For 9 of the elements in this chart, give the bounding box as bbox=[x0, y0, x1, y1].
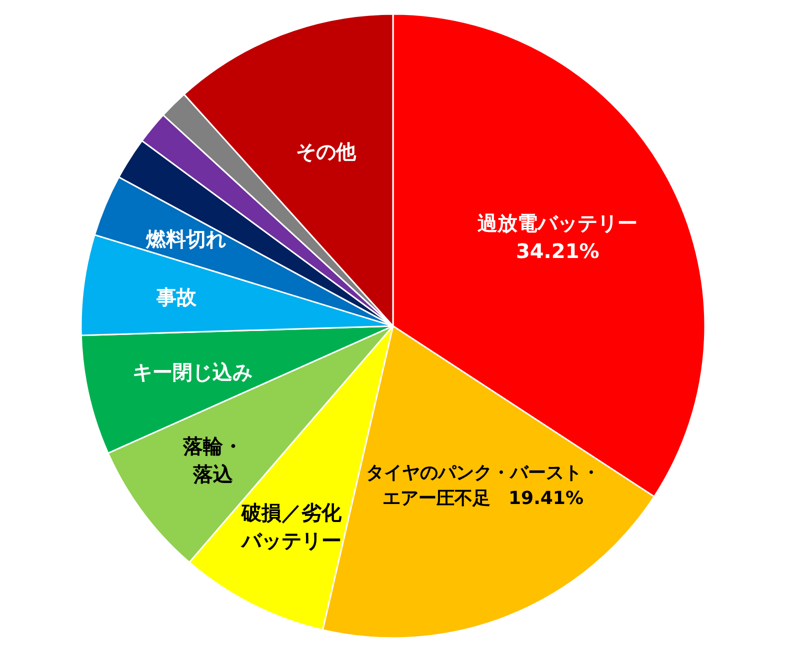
slice-label: その他 bbox=[296, 139, 357, 164]
slice-label: 過放電バッテリー bbox=[476, 210, 638, 235]
slice-label: 落輪・落込 bbox=[182, 434, 243, 486]
slice-label: タイヤのパンク・バースト・エアー圧不足 19.41% bbox=[366, 462, 600, 508]
slice-label: 燃料切れ bbox=[144, 227, 226, 252]
slice-label: 事故 bbox=[156, 284, 198, 309]
slice-label: キー閉じ込み bbox=[132, 360, 252, 384]
slice-label: 破損／劣化バッテリー bbox=[240, 500, 342, 552]
data-label: 34.21% bbox=[516, 238, 600, 263]
